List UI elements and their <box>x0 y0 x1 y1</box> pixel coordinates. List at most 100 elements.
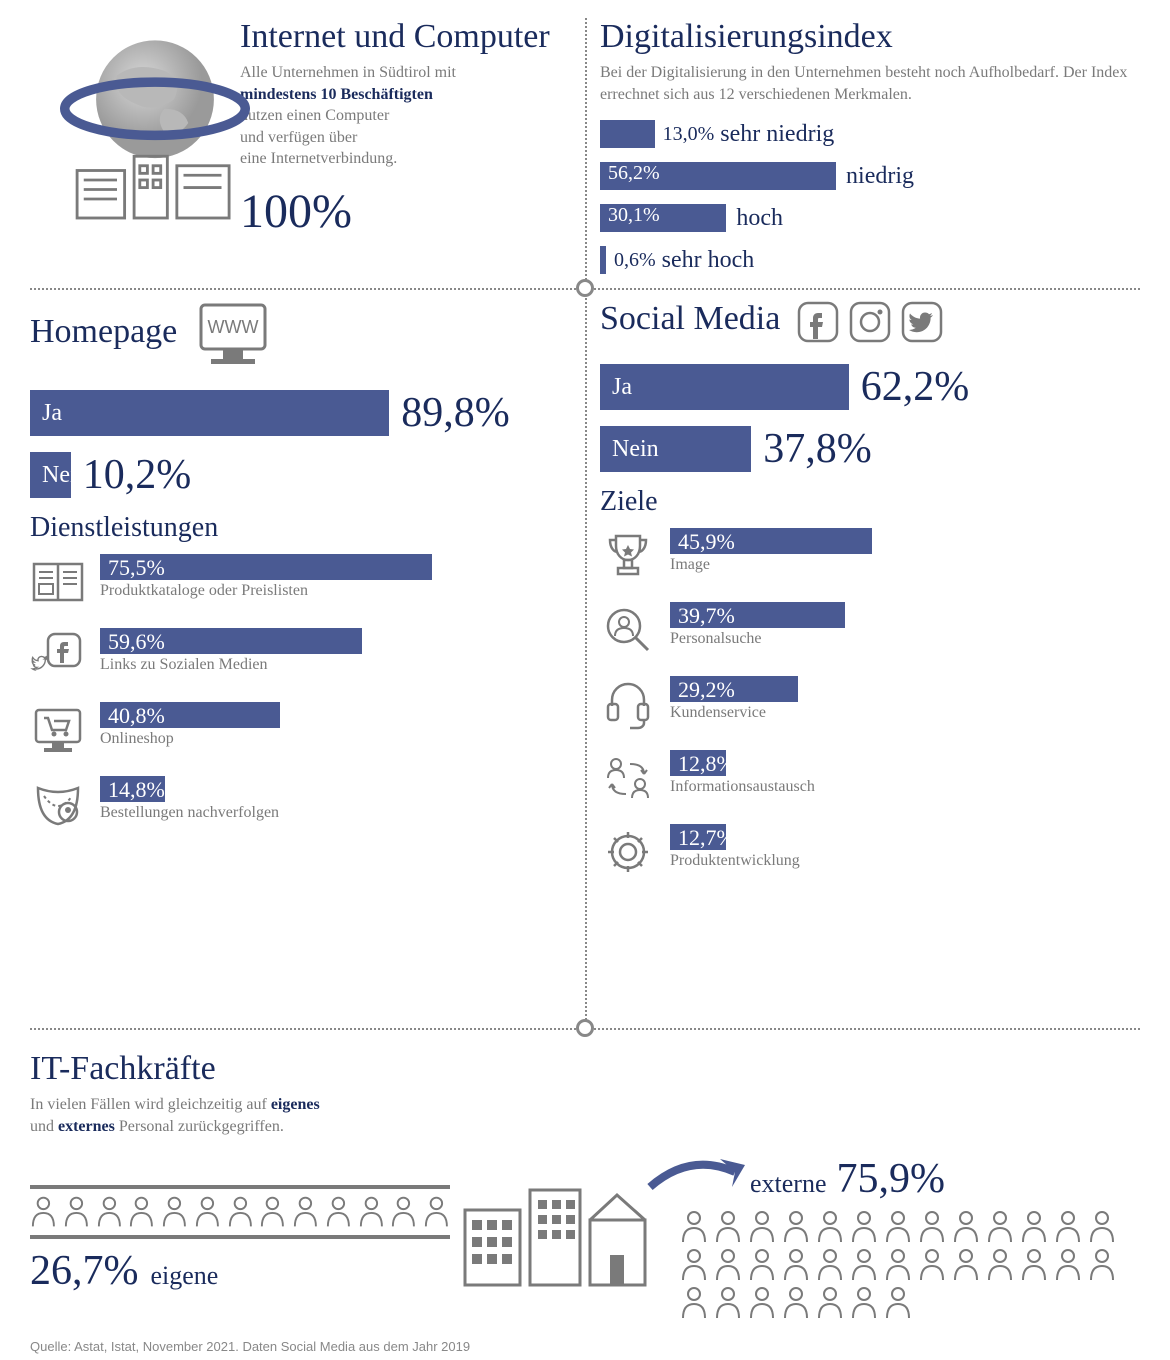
svg-text:WWW: WWW <box>208 317 259 337</box>
person-icon <box>358 1195 385 1229</box>
person-icon <box>1020 1248 1048 1282</box>
digi-pct: 13,0% <box>663 123 715 146</box>
homepage-yes-label: Ja <box>42 400 62 427</box>
service-label: Informationsaustausch <box>670 778 1145 796</box>
person-icon <box>325 1195 352 1229</box>
internet-desc-bold: mindestens 10 Beschäftigten <box>240 86 433 103</box>
homepage-title: Homepage <box>30 313 177 351</box>
homepage-yes-bar: Ja <box>30 390 389 436</box>
person-icon <box>1054 1248 1082 1282</box>
section-homepage: Homepage WWW Ja 89,8% Nein 10,2% Dienstl… <box>30 300 560 850</box>
service-label: Onlineshop <box>100 730 560 748</box>
person-icon <box>884 1210 912 1244</box>
catalog-icon <box>30 554 86 610</box>
cart-icon <box>30 702 86 758</box>
person-icon <box>918 1248 946 1282</box>
service-pct: 12,8% <box>678 751 735 777</box>
person-icon <box>850 1210 878 1244</box>
homepage-no-row: Nein 10,2% <box>30 450 560 500</box>
person-icon <box>96 1195 123 1229</box>
person-icon <box>680 1248 708 1282</box>
service-row: Bestellungen nachverfolgen 14,8% <box>30 776 560 832</box>
person-icon <box>680 1210 708 1244</box>
service-pct: 29,2% <box>678 677 735 703</box>
service-pct: 39,7% <box>678 603 735 629</box>
section-social: Social Media Ja 62,2% Nein 37,8% Ziele I… <box>600 300 1145 898</box>
digi-title: Digitalisierungsindex <box>600 18 1145 56</box>
person-icon <box>1054 1210 1082 1244</box>
service-row: Produktentwicklung 12,7% <box>600 824 1145 880</box>
person-icon <box>63 1195 90 1229</box>
person-icon <box>714 1210 742 1244</box>
digi-label: hoch <box>736 205 783 232</box>
globe-icon <box>60 28 250 228</box>
digi-pct: 0,6% <box>614 249 656 272</box>
twitter-icon <box>900 300 944 344</box>
person-icon <box>259 1195 286 1229</box>
headset-icon <box>600 676 656 732</box>
section-it: IT-Fachkräfte In vielen Fällen wird glei… <box>30 1050 1140 1335</box>
social-no-label: Nein <box>612 436 659 463</box>
it-desc-pre: In vielen Fällen wird gleichzeitig auf <box>30 1096 271 1113</box>
person-icon <box>884 1286 912 1320</box>
homepage-no-label: Nein <box>42 462 89 489</box>
it-desc-b1: eigenes <box>271 1096 320 1113</box>
person-icon <box>714 1248 742 1282</box>
person-icon <box>748 1286 776 1320</box>
buildings-icon <box>460 1165 650 1295</box>
digi-pct: 56,2% <box>608 162 660 185</box>
homepage-no-pct: 10,2% <box>83 451 192 499</box>
service-row: Personalsuche 39,7% <box>600 602 1145 658</box>
internet-desc-pre: Alle Unternehmen in Südtirol mit <box>240 64 456 81</box>
social-icon <box>30 628 86 684</box>
service-row: Kundenservice 29,2% <box>600 676 1145 732</box>
digi-row: 30,1% hoch <box>600 201 1145 235</box>
social-yes-label: Ja <box>612 374 632 401</box>
it-desc-b2: externes <box>58 1118 115 1135</box>
it-desc: In vielen Fällen wird gleichzeitig auf e… <box>30 1094 1140 1137</box>
ext-people-row <box>680 1286 1116 1320</box>
internet-desc-p2: und verfügen über <box>240 129 357 146</box>
own-label: eigene <box>151 1261 219 1290</box>
digi-row: 56,2% niedrig <box>600 159 1145 193</box>
person-icon <box>390 1195 417 1229</box>
service-pct: 45,9% <box>678 529 735 555</box>
internet-title: Internet und Computer <box>240 18 570 56</box>
source-text: Quelle: Astat, Istat, November 2021. Dat… <box>30 1339 470 1354</box>
person-icon <box>952 1248 980 1282</box>
person-icon <box>128 1195 155 1229</box>
trophy-icon <box>600 528 656 584</box>
service-pct: 40,8% <box>108 703 165 729</box>
homepage-yes-row: Ja 89,8% <box>30 388 560 438</box>
person-icon <box>714 1286 742 1320</box>
ext-people-row <box>680 1210 1116 1244</box>
service-pct: 12,7% <box>678 825 735 851</box>
person-icon <box>884 1248 912 1282</box>
it-desc-mid: und <box>30 1118 58 1135</box>
person-icon <box>816 1286 844 1320</box>
digi-pct: 30,1% <box>608 204 660 227</box>
instagram-icon <box>848 300 892 344</box>
person-icon <box>850 1248 878 1282</box>
person-icon <box>1088 1210 1116 1244</box>
digi-row: 0,6% sehr hoch <box>600 243 1145 277</box>
service-label: Links zu Sozialen Medien <box>100 656 560 674</box>
person-icon <box>782 1286 810 1320</box>
social-title: Social Media <box>600 300 780 338</box>
internet-pct: 100% <box>240 184 570 239</box>
services-title: Dienstleistungen <box>30 512 560 544</box>
exchange-icon <box>600 750 656 806</box>
person-icon <box>227 1195 254 1229</box>
facebook-icon <box>796 300 840 344</box>
section-internet: Internet und Computer Alle Unternehmen i… <box>30 18 570 239</box>
service-row: Produktkataloge oder Preislisten 75,5% <box>30 554 560 610</box>
digi-row: 13,0% sehr niedrig <box>600 117 1145 151</box>
own-bar-top <box>30 1185 450 1189</box>
social-yes-pct: 62,2% <box>861 363 970 411</box>
person-icon <box>986 1210 1014 1244</box>
person-icon <box>161 1195 188 1229</box>
track-icon <box>30 776 86 832</box>
service-pct: 59,6% <box>108 629 165 655</box>
service-label: Bestellungen nachverfolgen <box>100 804 560 822</box>
person-icon <box>194 1195 221 1229</box>
